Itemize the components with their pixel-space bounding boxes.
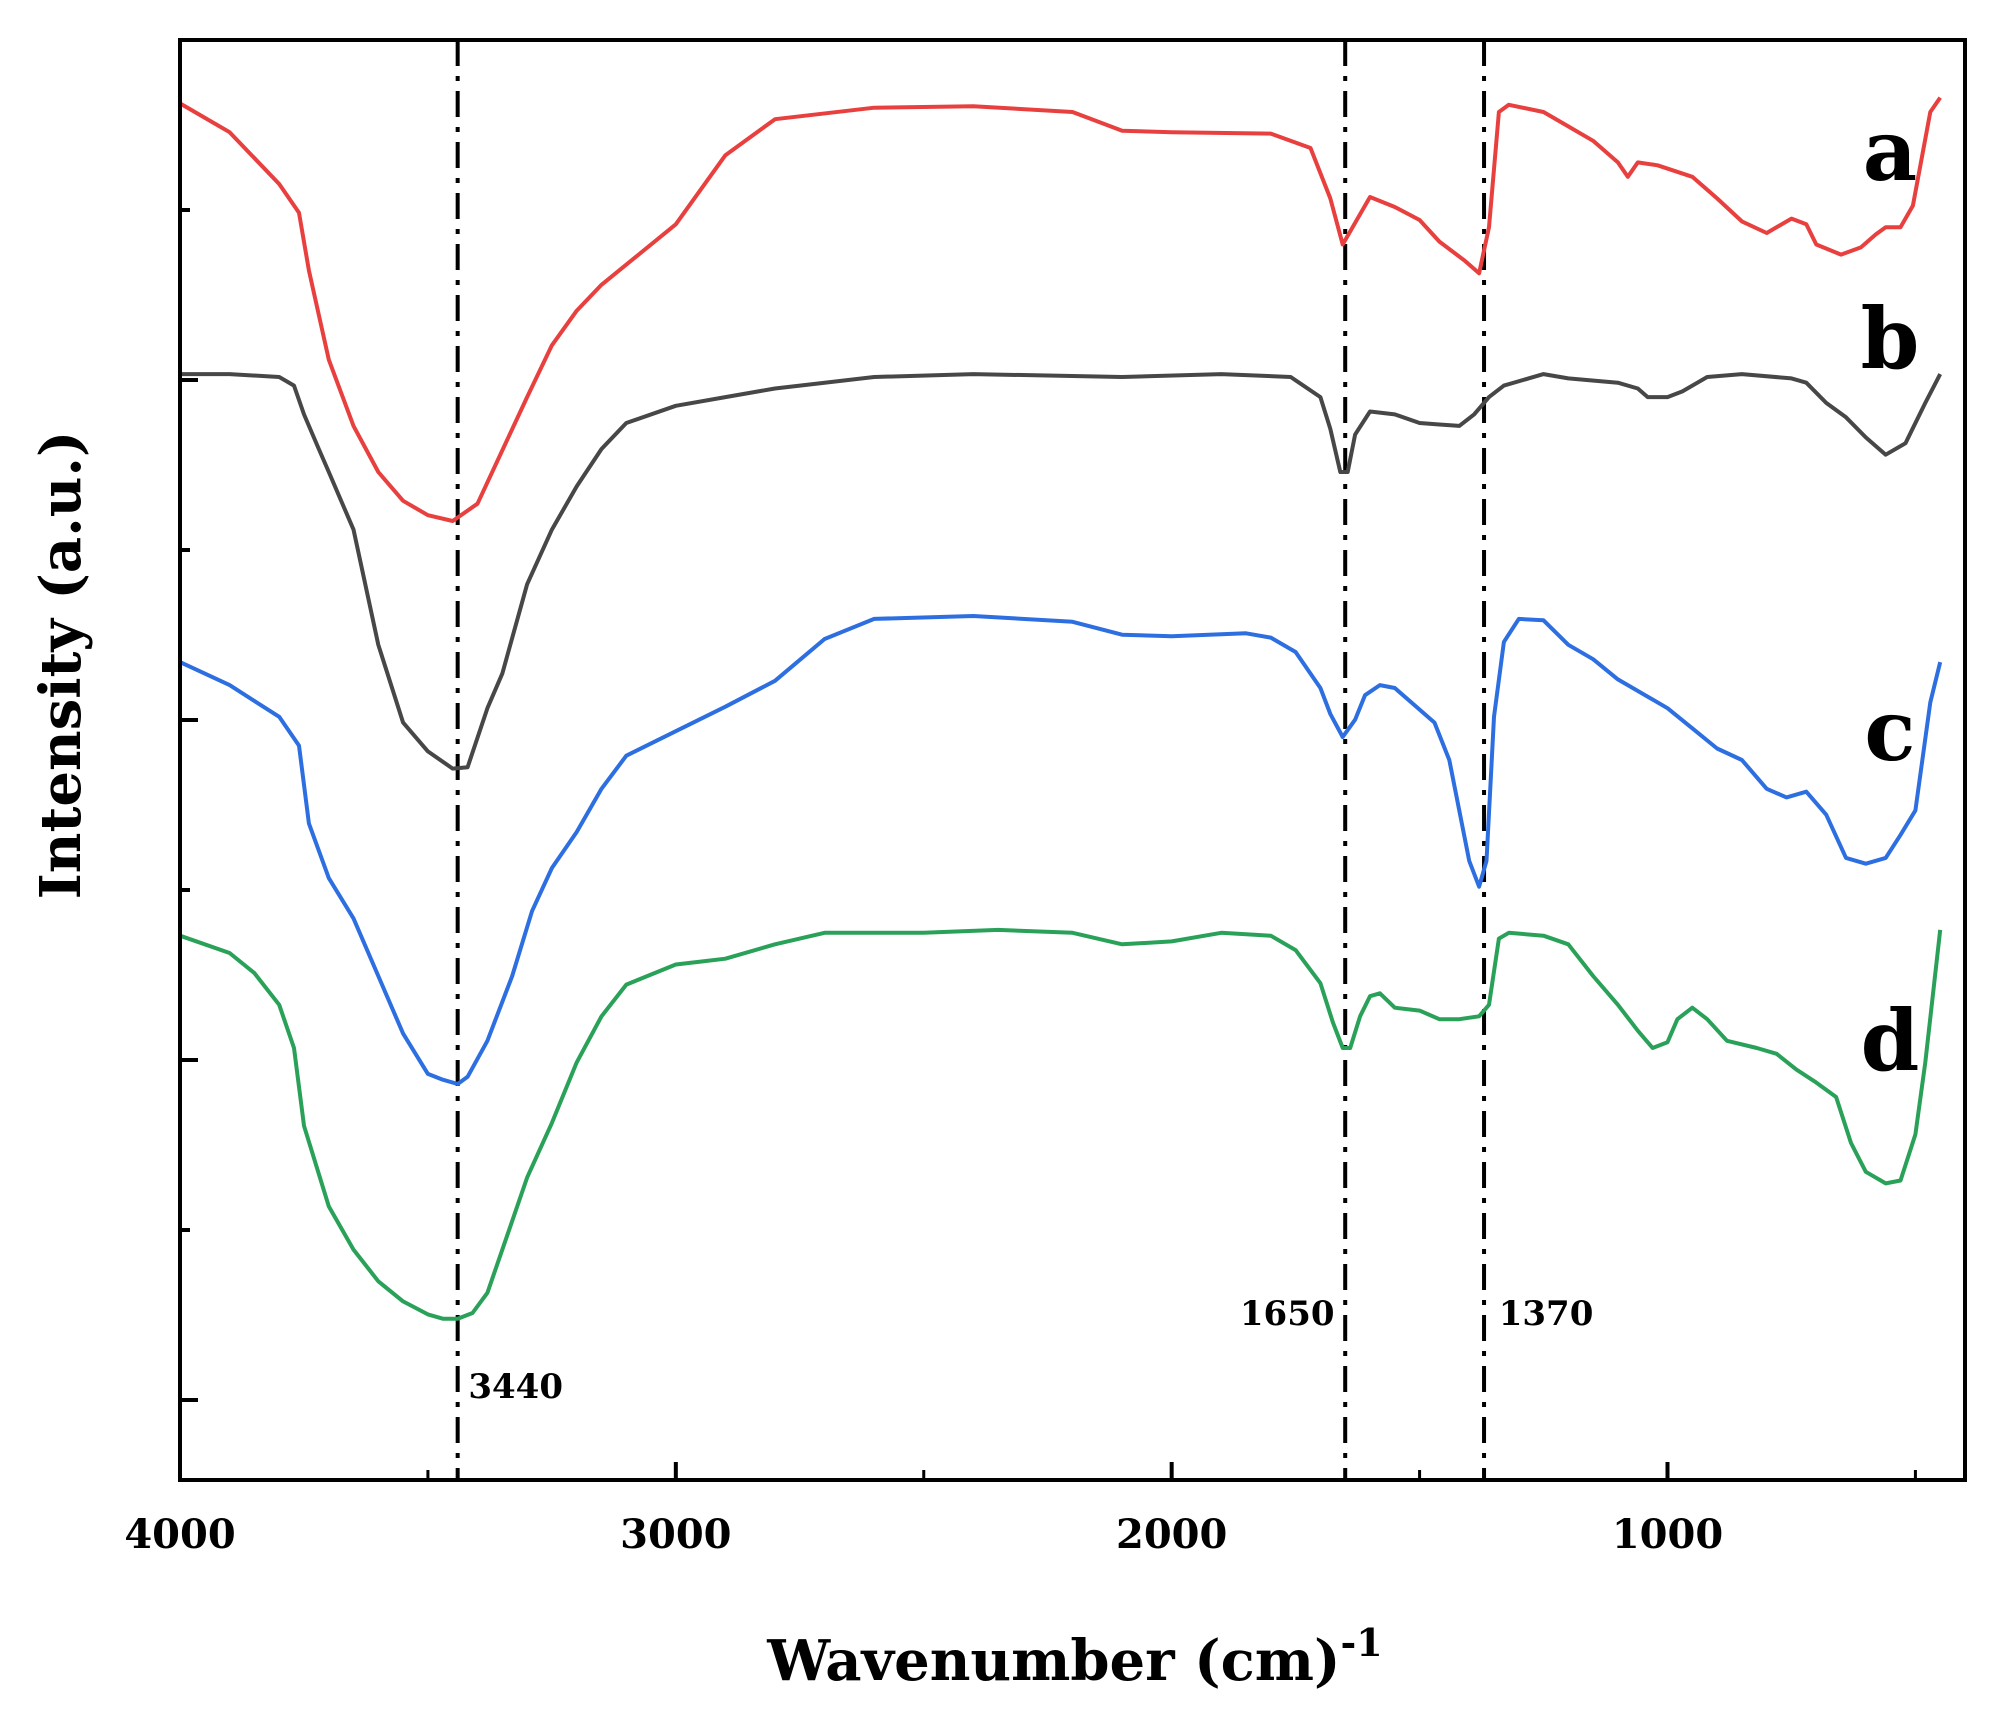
x-tick-label: 4000	[124, 1511, 235, 1558]
axis-ticks: 4000 3000 2000 1000	[124, 208, 1917, 1558]
x-axis-title-superscript: -1	[1341, 1620, 1383, 1665]
reference-lines: 3440 1650 1370	[455, 40, 1594, 1480]
plot-frame	[178, 38, 1967, 1482]
y-axis-title: Intensity (a.u.)	[28, 431, 94, 900]
series-b-line	[180, 372, 1942, 771]
peak-label-3440: 3440	[468, 1367, 563, 1407]
series-b-label: b	[1861, 289, 1920, 388]
series-c-line	[179, 614, 1943, 1086]
x-axis-title: Wavenumber (cm)-1	[766, 1620, 1383, 1694]
series-d-line	[179, 927, 1943, 1321]
series-c-label: c	[1864, 681, 1915, 780]
series-lines: ab c d	[178, 96, 1943, 1321]
x-tick-label: 2000	[1116, 1511, 1227, 1558]
series-a-line	[178, 96, 1942, 523]
series-d-label: d	[1861, 991, 1920, 1090]
peak-label-1370: 1370	[1499, 1294, 1594, 1334]
peak-label-1650: 1650	[1240, 1294, 1335, 1334]
x-axis-title-text: Wavenumber (cm)	[766, 1628, 1340, 1694]
series-a-label: a	[1863, 101, 1917, 200]
x-tick-label: 1000	[1612, 1511, 1723, 1558]
labels: Wavenumber (cm)-1 Intensity (a.u.)	[28, 431, 1383, 1694]
x-tick-label: 3000	[620, 1511, 731, 1558]
axes	[178, 38, 1967, 1482]
